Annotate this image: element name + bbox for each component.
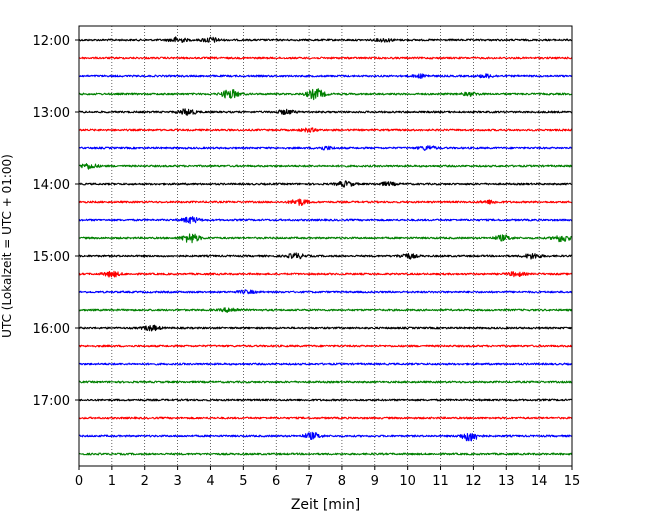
trace-1300: [78, 108, 573, 116]
trace-1730: [78, 431, 573, 442]
trace-1330: [78, 145, 573, 151]
trace-1545: [78, 307, 573, 313]
x-tick-label: 3: [173, 474, 181, 489]
trace-1715: [78, 416, 573, 420]
trace-1400: [78, 180, 573, 188]
trace-1215: [78, 56, 573, 60]
trace-1230: [78, 73, 573, 79]
x-tick-label: 0: [75, 474, 83, 489]
trace-1245: [78, 88, 573, 101]
x-tick-label: 14: [531, 474, 548, 489]
trace-1430: [78, 216, 573, 225]
x-tick-label: 15: [564, 474, 581, 489]
x-tick-label: 1: [108, 474, 116, 489]
trace-1200: [78, 36, 573, 43]
x-axis-ticks: 0 1 2 3 4 5 6 7 8 9 10 11 12 13 14 15: [75, 466, 580, 489]
plot-frame: [78, 25, 573, 467]
trace-1530: [78, 289, 573, 295]
trace-1415: [78, 198, 573, 207]
trace-1515: [78, 270, 573, 278]
y-tick-label: 16:00: [33, 322, 70, 337]
trace-1345: [78, 163, 573, 170]
y-axis-label: UTC (Lokalzeit = UTC + 01:00): [0, 154, 14, 338]
trace-1445: [78, 233, 573, 244]
y-axis-ticks: 12:00 13:00 14:00 15:00 16:00 17:00: [33, 34, 79, 409]
trace-1315: [78, 127, 573, 133]
trace-1615: [78, 344, 573, 348]
x-tick-label: 11: [432, 474, 449, 489]
x-tick-label: 5: [239, 474, 247, 489]
grid-lines: [111, 26, 540, 466]
trace-1630: [78, 362, 573, 366]
x-axis-label: Zeit [min]: [291, 497, 360, 513]
x-tick-label: 2: [141, 474, 149, 489]
x-tick-label: 8: [338, 474, 346, 489]
y-tick-label: 12:00: [33, 34, 70, 49]
y-tick-label: 14:00: [33, 178, 70, 193]
x-tick-label: 4: [206, 474, 214, 489]
x-tick-label: 10: [399, 474, 416, 489]
x-tick-label: 12: [465, 474, 482, 489]
trace-1600: [78, 324, 573, 332]
x-tick-label: 7: [305, 474, 313, 489]
y-tick-label: 15:00: [33, 250, 70, 265]
x-tick-label: 13: [498, 474, 515, 489]
y-tick-label: 17:00: [33, 394, 70, 409]
trace-1745: [78, 452, 573, 456]
x-tick-label: 6: [272, 474, 280, 489]
trace-1700: [78, 398, 573, 402]
y-tick-label: 13:00: [33, 106, 70, 121]
trace-1645: [78, 380, 573, 384]
trace-1500: [78, 252, 573, 260]
seismic-traces: [78, 36, 573, 456]
x-tick-label: 9: [371, 474, 379, 489]
